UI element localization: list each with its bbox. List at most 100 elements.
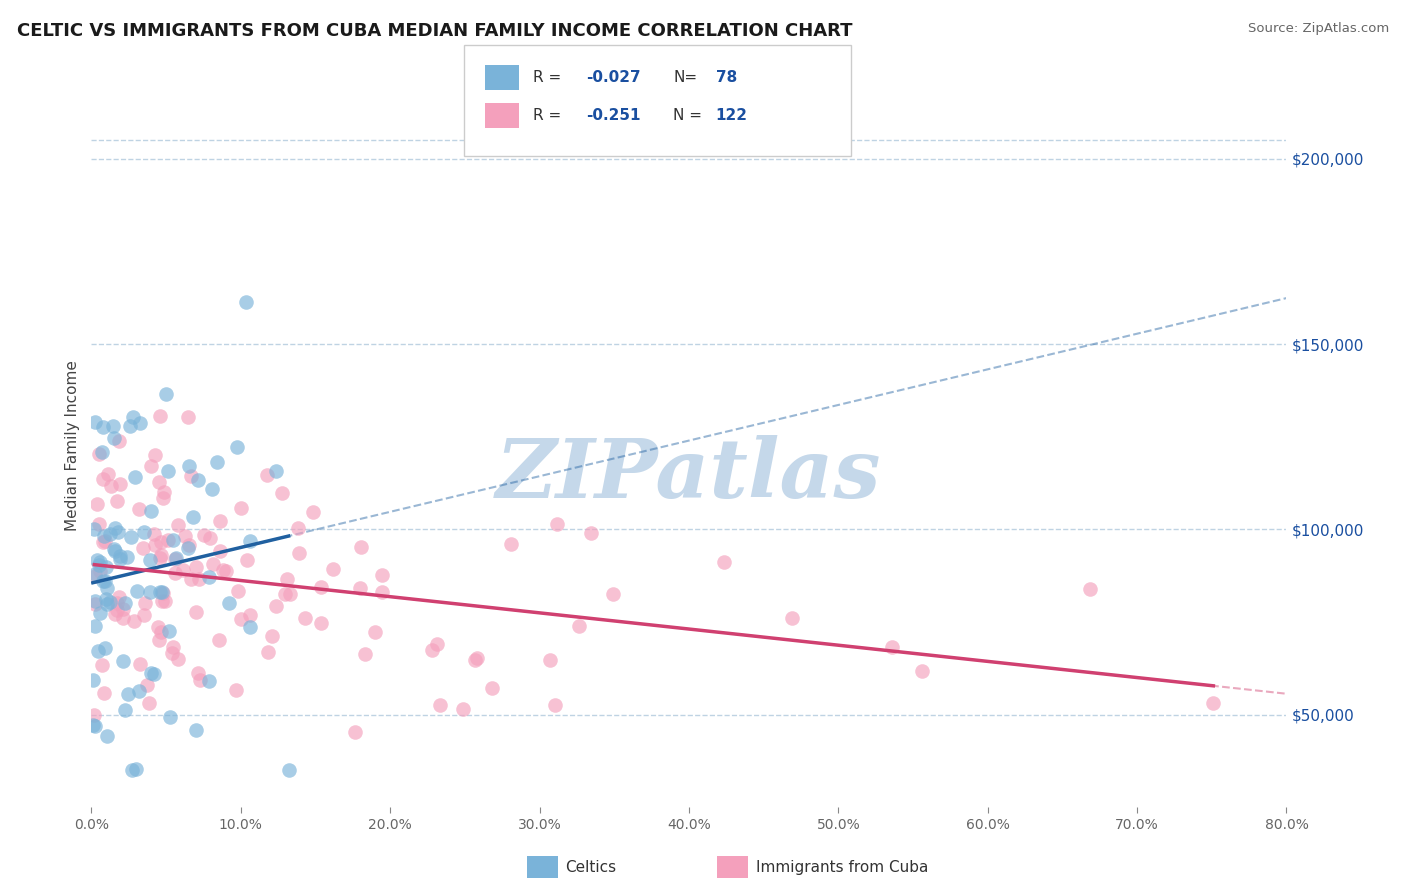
Point (463, 652, 485, 666)
Point (122, 409, 145, 424)
Point (499, 537, 522, 551)
Point (239, 619, 262, 633)
Point (87, 558, 110, 572)
Point (128, 657, 150, 671)
Point (156, 533, 179, 547)
Text: CELTIC VS IMMIGRANTS FROM CUBA MEDIAN FAMILY INCOME CORRELATION CHART: CELTIC VS IMMIGRANTS FROM CUBA MEDIAN FA… (17, 22, 852, 40)
Point (110, 477, 132, 491)
Point (205, 455, 228, 469)
Point (200, 531, 222, 545)
Point (83, 619, 105, 633)
Point (264, 464, 287, 478)
Point (128, 501, 150, 516)
Point (162, 640, 184, 654)
Point (105, 602, 128, 616)
Point (143, 666, 166, 681)
Point (187, 666, 209, 681)
Point (139, 585, 162, 599)
Point (159, 710, 181, 724)
Point (163, 566, 186, 580)
Text: R =: R = (533, 109, 561, 123)
Text: Source: ZipAtlas.com: Source: ZipAtlas.com (1249, 22, 1389, 36)
Point (1202, 696, 1225, 710)
Point (180, 468, 202, 483)
Point (294, 611, 316, 625)
Point (264, 599, 287, 614)
Text: ZIPatlas: ZIPatlas (496, 435, 882, 515)
Point (153, 485, 176, 500)
Point (426, 637, 449, 651)
Point (149, 409, 172, 424)
Text: 122: 122 (716, 109, 748, 123)
Point (82, 718, 104, 732)
Point (83, 594, 105, 608)
Point (98, 526, 121, 541)
Point (188, 673, 211, 688)
Point (153, 594, 176, 608)
Point (125, 762, 148, 776)
Point (105, 596, 128, 610)
Point (104, 544, 127, 558)
Point (162, 646, 184, 660)
Point (193, 528, 215, 542)
Point (149, 624, 172, 639)
Point (350, 540, 373, 554)
Point (100, 595, 122, 609)
Point (104, 607, 127, 621)
Point (353, 648, 375, 662)
Point (83, 566, 105, 581)
Point (91, 420, 114, 434)
Point (149, 550, 172, 565)
Point (89, 606, 111, 620)
Point (155, 387, 177, 401)
Point (218, 596, 240, 610)
Point (228, 583, 250, 598)
Point (94, 533, 117, 548)
Point (150, 593, 173, 607)
Point (581, 525, 603, 540)
Point (349, 582, 371, 596)
Point (83, 719, 105, 733)
Point (91, 444, 114, 458)
Point (271, 486, 294, 500)
Point (146, 620, 169, 634)
Point (101, 418, 124, 433)
Point (128, 417, 150, 431)
Point (112, 654, 135, 668)
Point (157, 624, 180, 639)
Point (104, 521, 127, 535)
Point (344, 725, 367, 739)
Point (235, 295, 257, 310)
Point (209, 514, 232, 528)
Point (114, 703, 136, 717)
Text: -0.251: -0.251 (586, 109, 641, 123)
Point (162, 533, 184, 547)
Point (211, 563, 233, 577)
Point (371, 568, 394, 582)
Point (94, 559, 117, 574)
Point (83, 597, 105, 611)
Point (174, 529, 197, 543)
Point (120, 418, 142, 433)
Point (225, 683, 247, 698)
Point (256, 467, 278, 482)
Point (125, 584, 148, 599)
Point (132, 608, 155, 623)
Point (177, 409, 200, 424)
Point (309, 615, 332, 630)
Point (138, 696, 160, 710)
Point (139, 553, 162, 567)
Point (184, 605, 207, 619)
Point (322, 562, 344, 576)
Point (108, 552, 131, 566)
Point (276, 572, 298, 586)
Point (128, 684, 150, 698)
Point (93, 574, 115, 588)
Point (157, 464, 180, 478)
Point (231, 612, 253, 626)
Point (107, 590, 129, 604)
Point (167, 652, 190, 666)
Point (142, 527, 165, 541)
Point (165, 551, 187, 566)
Point (602, 587, 624, 601)
